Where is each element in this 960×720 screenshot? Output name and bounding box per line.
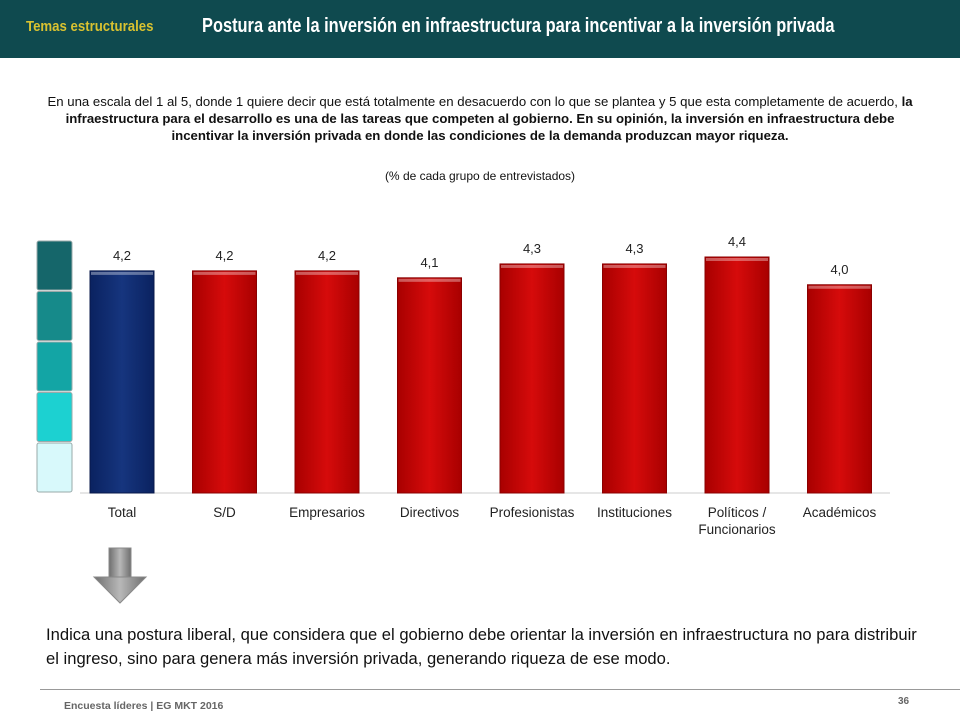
scale-level-2 — [36, 392, 73, 442]
bar-highlight — [706, 258, 768, 261]
question-statement: la infraestructura para el desarrollo es… — [65, 94, 913, 143]
bar-highlight — [808, 285, 871, 289]
category-label: Empresarios — [289, 505, 365, 520]
bar-highlight — [603, 264, 666, 268]
scale-level-3 — [36, 341, 73, 392]
category-label: Profesionistas — [490, 505, 575, 520]
value-label: 4,0 — [830, 262, 848, 277]
value-label: 4,2 — [215, 248, 233, 263]
question-note: (% de cada grupo de entrevistados) — [384, 169, 576, 183]
category-label: Directivos — [400, 505, 460, 520]
bar-pol-ticos-funcionarios — [704, 256, 770, 494]
footer-source: Encuesta líderes | EG MKT 2016 — [64, 700, 224, 712]
survey-question: En una escala del 1 al 5, donde 1 quiere… — [40, 93, 920, 144]
bar-highlight — [296, 271, 358, 275]
bar-highlight — [501, 264, 563, 268]
question-intro: En una escala del 1 al 5, donde 1 quiere… — [47, 94, 898, 109]
scale-icon — [36, 240, 73, 493]
bar-directivos — [397, 277, 462, 494]
bar-highlight — [398, 278, 461, 282]
scale-level-5 — [36, 240, 73, 291]
page-number: 36 — [898, 696, 910, 707]
bar-profesionistas — [499, 263, 565, 494]
scale-level-4 — [36, 291, 73, 341]
section-tag: Temas estructurales — [26, 18, 154, 35]
category-label: Académicos — [803, 505, 877, 520]
bar-acad-micos — [807, 284, 872, 494]
scale-level-1 — [36, 442, 73, 493]
value-label: 4,3 — [625, 241, 643, 256]
value-label: 4,4 — [728, 234, 746, 249]
value-label: 4,1 — [420, 255, 438, 270]
category-label: S/D — [213, 505, 236, 520]
value-label: 4,2 — [113, 248, 131, 263]
bar-highlight — [91, 271, 153, 275]
category-label: Total — [108, 505, 137, 520]
value-label: 4,3 — [523, 241, 541, 256]
bar-instituciones — [602, 263, 667, 494]
bar-total — [89, 270, 155, 494]
value-label: 4,2 — [318, 248, 336, 263]
down-arrow-icon — [92, 547, 148, 604]
footer-divider — [40, 689, 960, 690]
bar-s-d — [192, 270, 257, 494]
header-bar: Temas estructurales Postura ante la inve… — [0, 0, 960, 58]
bar-empresarios — [294, 270, 360, 494]
category-label: Políticos / Funcionarios — [698, 505, 776, 537]
bar-highlight — [193, 271, 256, 275]
category-label: Instituciones — [597, 505, 672, 520]
page-title: Postura ante la inversión en infraestruc… — [202, 15, 835, 37]
conclusion-text: Indica una postura liberal, que consider… — [46, 625, 917, 668]
